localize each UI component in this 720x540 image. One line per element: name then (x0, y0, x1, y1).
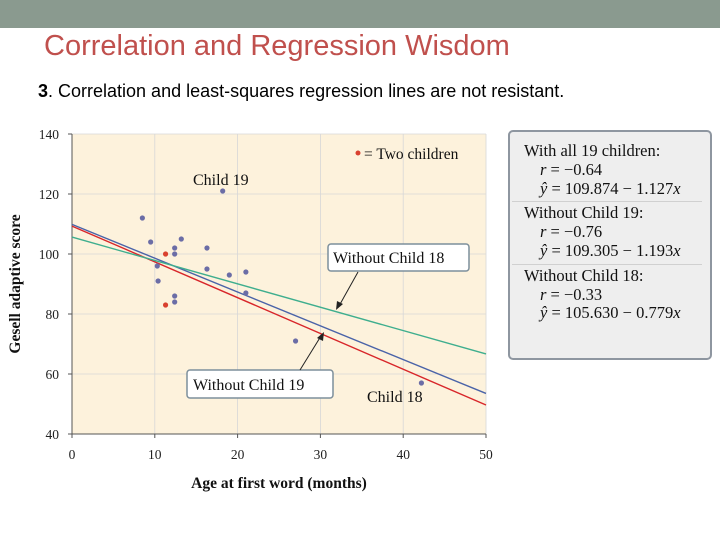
data-point (172, 293, 178, 299)
x-tick-label: 50 (479, 447, 493, 462)
callout-arrowhead-without-18 (336, 301, 343, 310)
callout-arrowhead-without-19 (317, 332, 324, 341)
child-19-point (220, 188, 226, 194)
stats-without-18-equation: ŷ = 105.630 − 0.779x (540, 303, 681, 323)
stats-without-18-heading: Without Child 18: (524, 265, 644, 285)
regression-line-all (71, 223, 487, 395)
data-point (178, 236, 184, 242)
data-point (204, 266, 210, 272)
axis-ticks: 40 60 80 100 120 140 0 10 20 30 40 50 (39, 127, 493, 462)
x-tick-label: 40 (396, 447, 410, 462)
legend-label: = Two children (364, 146, 459, 163)
callout-without-19-box (186, 369, 334, 399)
two-children-point (162, 302, 169, 308)
y-tick-label: 100 (39, 247, 60, 262)
top-accent-bar (0, 0, 720, 28)
y-tick-label: 40 (46, 427, 60, 442)
callout-without-18-label: Without Child 18 (333, 250, 444, 267)
scatter-chart: 40 60 80 100 120 140 0 10 20 30 40 50 = Two childre… (7, 127, 493, 492)
data-point (226, 272, 232, 278)
regression-line-without-18 (71, 236, 487, 355)
data-point (154, 263, 160, 269)
data-point (139, 215, 145, 221)
data-point (172, 251, 178, 257)
legend-marker (355, 150, 361, 156)
callout-arrow-without-18 (338, 271, 359, 307)
stats-without-19-heading: Without Child 19: (524, 203, 644, 223)
stats-divider (512, 201, 702, 203)
stats-all-equation: ŷ = 109.874 − 1.127x (540, 178, 681, 198)
data-point (204, 245, 210, 251)
stats-divider (512, 263, 702, 265)
stats-all-r: r = −0.64 (540, 159, 603, 179)
y-tick-label: 120 (39, 187, 60, 202)
stats-without-18-r: r = −0.33 (540, 284, 603, 304)
child-18-label: Child 18 (367, 389, 423, 406)
callout-without-19-label: Without Child 19 (193, 377, 304, 394)
x-tick-label: 30 (314, 447, 328, 462)
regression-stats-box: With all 19 children: r = −0.64 ŷ = 109.… (508, 130, 712, 360)
y-tick-label: 140 (39, 127, 60, 142)
child-18-point (418, 380, 425, 386)
two-children-point (162, 251, 169, 257)
data-point (292, 338, 299, 344)
slide-title: Correlation and Regression Wisdom (44, 30, 510, 62)
child-19-label: Child 19 (193, 172, 249, 189)
y-tick-label: 80 (46, 307, 60, 322)
y-tick-label: 60 (46, 367, 60, 382)
data-point (243, 269, 249, 275)
data-points (139, 188, 425, 386)
callout-without-18-box (327, 243, 470, 272)
stats-without-19-r: r = −0.76 (540, 222, 603, 242)
data-point (172, 299, 178, 305)
stats-all-heading: With all 19 children: (524, 141, 661, 160)
data-point (172, 245, 178, 251)
slide-subtitle: 3. Correlation and least-squares regress… (38, 81, 564, 102)
data-point (243, 290, 249, 296)
y-axis-title: Gesell adaptive score (7, 214, 24, 353)
x-tick-label: 20 (231, 447, 245, 462)
x-tick-label: 0 (69, 447, 76, 462)
data-point (148, 239, 154, 245)
stats-without-19-equation: ŷ = 109.305 − 1.193x (540, 240, 681, 260)
callout-arrow-without-19 (299, 335, 322, 371)
subtitle-text: . Correlation and least-squares regressi… (48, 81, 565, 101)
x-axis-title: Age at first word (months) (191, 475, 367, 492)
regression-lines (71, 223, 487, 406)
subtitle-number: 3 (38, 81, 49, 101)
x-tick-label: 10 (148, 447, 162, 462)
data-point (155, 278, 161, 284)
